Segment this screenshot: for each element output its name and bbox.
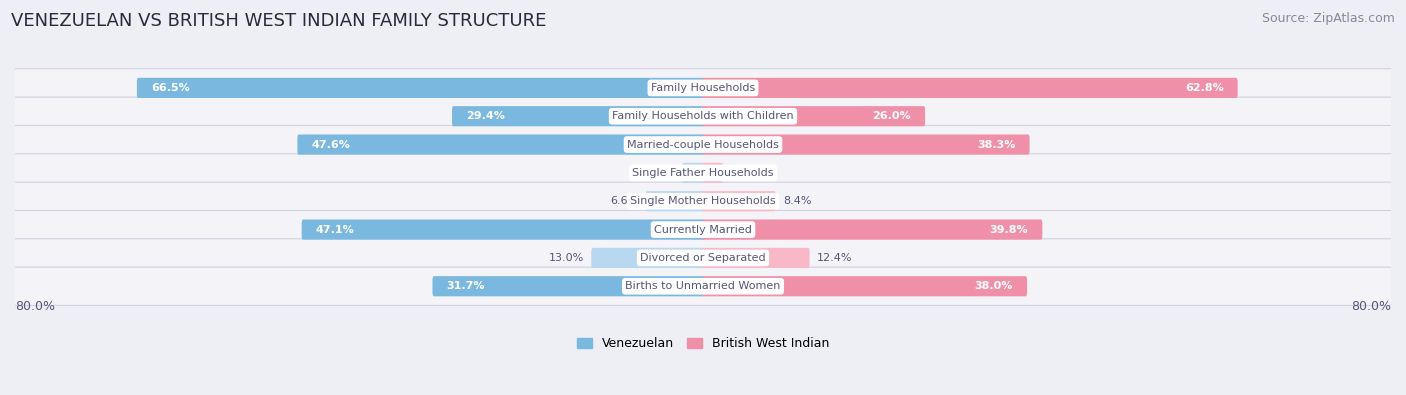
FancyBboxPatch shape xyxy=(702,248,810,268)
FancyBboxPatch shape xyxy=(645,191,704,211)
FancyBboxPatch shape xyxy=(13,97,1393,135)
FancyBboxPatch shape xyxy=(702,163,723,183)
Text: 80.0%: 80.0% xyxy=(1351,300,1391,313)
Text: 80.0%: 80.0% xyxy=(15,300,55,313)
Text: 62.8%: 62.8% xyxy=(1185,83,1223,93)
Text: 66.5%: 66.5% xyxy=(150,83,190,93)
Text: Single Father Households: Single Father Households xyxy=(633,168,773,178)
FancyBboxPatch shape xyxy=(702,106,925,126)
Text: Family Households: Family Households xyxy=(651,83,755,93)
FancyBboxPatch shape xyxy=(702,191,776,211)
Text: 6.6%: 6.6% xyxy=(610,196,638,206)
FancyBboxPatch shape xyxy=(13,182,1393,220)
FancyBboxPatch shape xyxy=(13,126,1393,164)
Text: Source: ZipAtlas.com: Source: ZipAtlas.com xyxy=(1261,12,1395,25)
FancyBboxPatch shape xyxy=(302,220,704,240)
FancyBboxPatch shape xyxy=(13,69,1393,107)
Text: VENEZUELAN VS BRITISH WEST INDIAN FAMILY STRUCTURE: VENEZUELAN VS BRITISH WEST INDIAN FAMILY… xyxy=(11,12,547,30)
Text: 39.8%: 39.8% xyxy=(990,225,1028,235)
FancyBboxPatch shape xyxy=(702,220,1042,240)
Text: 2.3%: 2.3% xyxy=(647,168,675,178)
FancyBboxPatch shape xyxy=(451,106,704,126)
Text: 38.0%: 38.0% xyxy=(974,281,1014,291)
FancyBboxPatch shape xyxy=(298,134,704,155)
FancyBboxPatch shape xyxy=(136,78,704,98)
Text: Single Mother Households: Single Mother Households xyxy=(630,196,776,206)
FancyBboxPatch shape xyxy=(433,276,704,296)
Text: Currently Married: Currently Married xyxy=(654,225,752,235)
FancyBboxPatch shape xyxy=(13,239,1393,277)
Text: 47.1%: 47.1% xyxy=(316,225,354,235)
FancyBboxPatch shape xyxy=(13,267,1393,305)
Legend: Venezuelan, British West Indian: Venezuelan, British West Indian xyxy=(576,337,830,350)
Text: 12.4%: 12.4% xyxy=(817,253,852,263)
Text: 2.2%: 2.2% xyxy=(730,168,759,178)
FancyBboxPatch shape xyxy=(702,276,1026,296)
FancyBboxPatch shape xyxy=(13,211,1393,249)
Text: Births to Unmarried Women: Births to Unmarried Women xyxy=(626,281,780,291)
FancyBboxPatch shape xyxy=(702,134,1029,155)
Text: Family Households with Children: Family Households with Children xyxy=(612,111,794,121)
Text: 29.4%: 29.4% xyxy=(465,111,505,121)
Text: 38.3%: 38.3% xyxy=(977,139,1015,150)
FancyBboxPatch shape xyxy=(592,248,704,268)
FancyBboxPatch shape xyxy=(682,163,704,183)
FancyBboxPatch shape xyxy=(13,154,1393,192)
FancyBboxPatch shape xyxy=(702,78,1237,98)
Text: Married-couple Households: Married-couple Households xyxy=(627,139,779,150)
Text: 31.7%: 31.7% xyxy=(447,281,485,291)
Text: Divorced or Separated: Divorced or Separated xyxy=(640,253,766,263)
Text: 26.0%: 26.0% xyxy=(873,111,911,121)
Text: 47.6%: 47.6% xyxy=(312,139,350,150)
Text: 8.4%: 8.4% xyxy=(783,196,811,206)
Text: 13.0%: 13.0% xyxy=(548,253,583,263)
